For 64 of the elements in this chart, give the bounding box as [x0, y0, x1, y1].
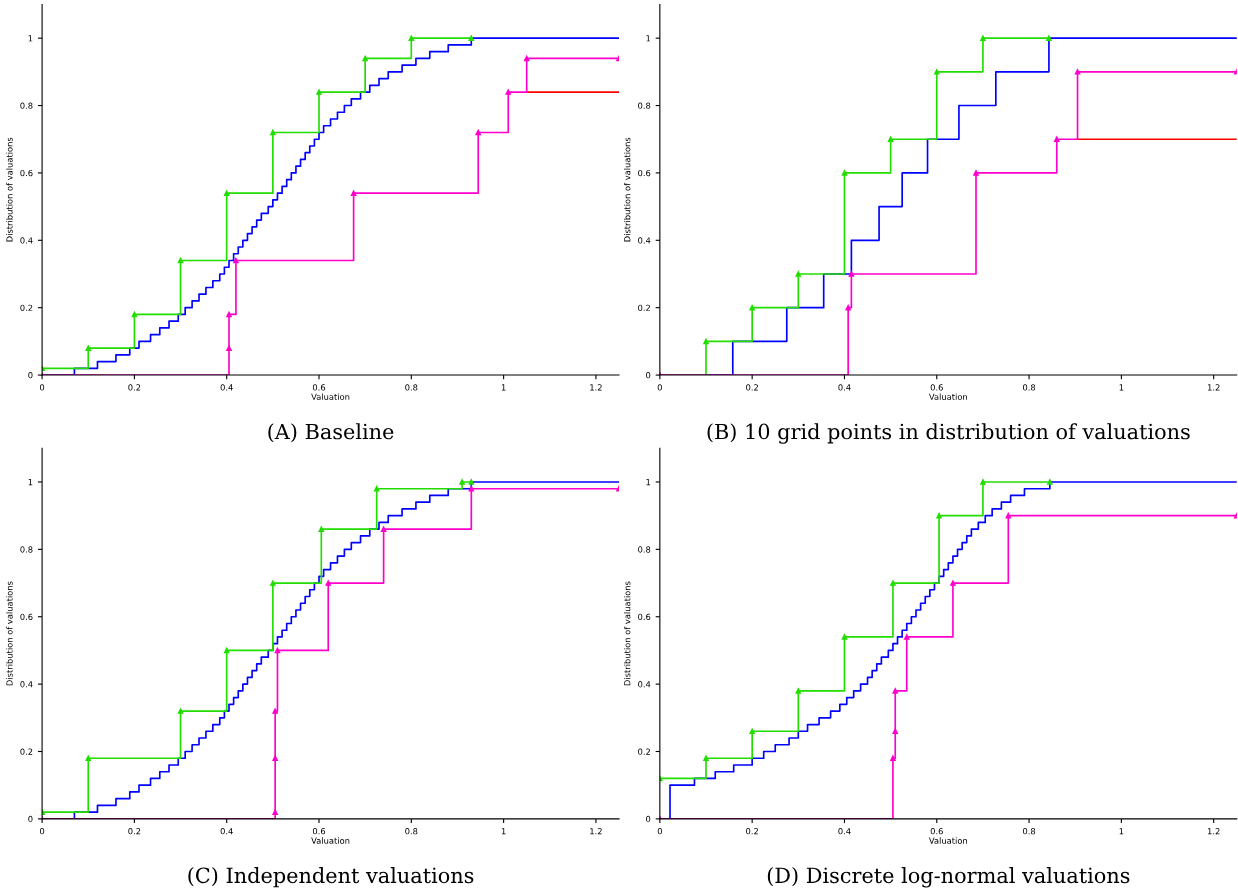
x-tick-label: 0.4 [220, 828, 233, 835]
x-tick-label: 0.4 [838, 828, 851, 835]
y-tick-label: 1 [28, 479, 33, 486]
x-axis-title: Valuation [928, 393, 968, 400]
x-tick-label: 1 [1119, 828, 1124, 835]
y-tick-label: 1 [28, 35, 33, 42]
y-tick-label: 0.6 [20, 613, 33, 621]
x-tick-label: 0.6 [930, 828, 943, 835]
x-tick-label: 0.6 [312, 384, 326, 391]
y-tick-label: 0.4 [638, 237, 651, 244]
text: (B) 10 grid points in distribution of valuations [707, 423, 1190, 444]
x-axis-title: Valuation [928, 837, 968, 844]
x-axis-title: Valuation [311, 393, 350, 400]
y-tick-label: 0.2 [638, 304, 650, 311]
y-axis-title: Distribution of valuations [623, 581, 631, 686]
x-tick-label: 1.2 [1207, 828, 1220, 835]
x-tick-label: 1.2 [590, 828, 602, 835]
y-tick-label: 1 [646, 35, 651, 42]
x-tick-label: 1.2 [590, 384, 602, 391]
x-tick-label: 0.4 [220, 384, 233, 391]
y-axis-title: Distribution of valuations [6, 581, 13, 686]
x-tick-label: 0 [657, 828, 662, 835]
x-tick-label: 1.2 [1207, 384, 1220, 391]
x-axis-title: Valuation [311, 837, 350, 844]
x-tick-label: 1 [1119, 384, 1124, 391]
x-tick-label: 0.4 [838, 384, 851, 391]
y-tick-label: 0.4 [20, 237, 33, 244]
y-tick-label: 0 [646, 372, 651, 379]
x-tick-label: 1 [501, 384, 506, 391]
x-tick-label: 0.6 [312, 828, 326, 835]
y-tick-label: 0 [28, 815, 33, 823]
y-tick-label: 0.4 [20, 681, 33, 688]
y-tick-label: 0.2 [638, 748, 650, 755]
y-tick-label: 0 [28, 372, 33, 379]
y-tick-label: 0.8 [638, 546, 651, 553]
y-tick-label: 0.6 [638, 169, 651, 177]
x-tick-label: 0.2 [128, 828, 141, 835]
text: (C) Independent valuations [188, 867, 474, 888]
x-tick-label: 0.8 [1023, 828, 1036, 835]
y-tick-label: 0 [646, 815, 651, 823]
y-axis-title: Distribution of valuations [6, 137, 13, 242]
x-tick-label: 0.8 [1023, 384, 1036, 391]
y-tick-label: 0.6 [638, 613, 651, 621]
x-tick-label: 0 [39, 384, 45, 391]
y-tick-label: 0.8 [20, 546, 33, 553]
y-tick-label: 0.2 [20, 748, 33, 755]
y-tick-label: 1 [646, 479, 651, 486]
y-axis-title: Distribution of valuations [623, 137, 631, 242]
x-tick-label: 0.6 [930, 384, 943, 391]
y-tick-label: 0.4 [638, 681, 651, 688]
x-tick-label: 0.8 [405, 828, 418, 835]
x-tick-label: 0.2 [128, 384, 141, 391]
text: (D) Discrete log-normal valuations [767, 867, 1130, 888]
y-tick-label: 0.2 [20, 304, 33, 311]
y-tick-label: 0.8 [638, 102, 651, 109]
text: (A) Baseline [268, 423, 394, 443]
x-tick-label: 0 [39, 828, 45, 835]
x-tick-label: 0.8 [405, 384, 418, 391]
x-tick-label: 0.2 [746, 384, 758, 391]
x-tick-label: 0 [657, 384, 662, 391]
x-tick-label: 1 [501, 828, 506, 835]
x-tick-label: 0.2 [746, 828, 758, 835]
y-tick-label: 0.8 [20, 102, 33, 109]
y-tick-label: 0.6 [20, 169, 33, 177]
